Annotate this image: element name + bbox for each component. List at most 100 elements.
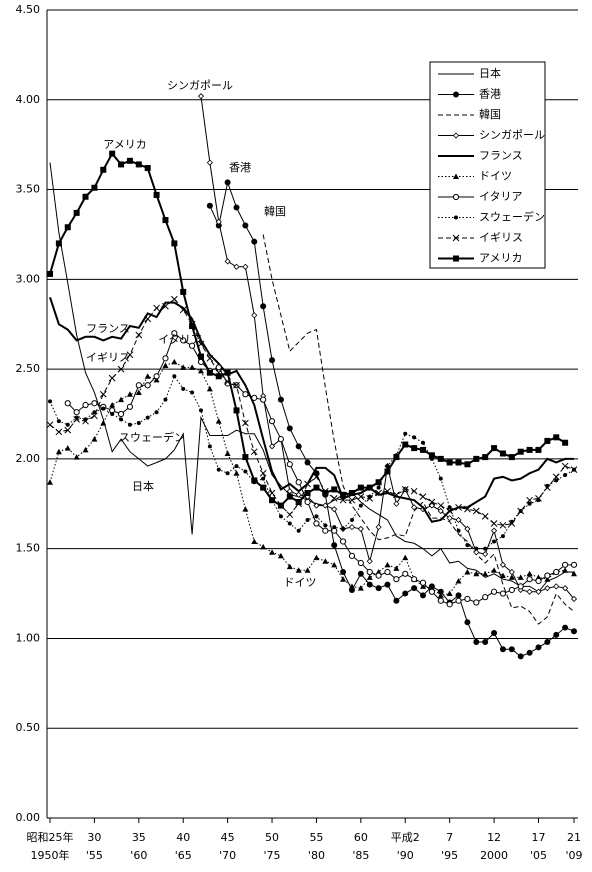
marker	[295, 498, 302, 505]
marker	[331, 542, 338, 549]
marker	[453, 255, 459, 262]
marker	[331, 561, 338, 568]
annotation: イギリス	[86, 351, 130, 364]
marker	[411, 445, 418, 452]
marker	[286, 563, 293, 570]
x-era-label: 40	[176, 831, 190, 844]
marker	[277, 502, 284, 509]
marker	[553, 631, 560, 638]
marker	[526, 446, 533, 453]
marker	[340, 576, 347, 582]
marker	[286, 461, 293, 468]
marker	[109, 150, 116, 157]
marker	[73, 416, 80, 423]
marker	[393, 597, 400, 604]
marker	[181, 386, 186, 391]
x-era-label: 12	[487, 831, 501, 844]
x-tick-label: '95	[441, 849, 458, 862]
marker	[339, 538, 347, 545]
marker	[162, 355, 169, 362]
marker	[446, 601, 453, 608]
marker	[224, 450, 231, 457]
marker	[446, 507, 454, 515]
marker	[108, 374, 116, 382]
marker	[456, 528, 461, 533]
marker	[180, 337, 187, 344]
marker	[144, 373, 151, 379]
marker	[482, 639, 489, 646]
marker	[144, 382, 151, 389]
marker	[491, 630, 498, 637]
marker	[55, 428, 63, 436]
marker	[233, 407, 240, 414]
marker	[490, 520, 498, 527]
marker	[491, 527, 498, 534]
marker	[535, 588, 542, 595]
marker	[473, 549, 480, 556]
marker	[207, 444, 212, 449]
marker	[473, 455, 480, 462]
marker	[437, 588, 444, 595]
marker	[190, 390, 195, 395]
marker	[482, 570, 489, 577]
legend-label: アメリカ	[479, 252, 522, 265]
marker	[277, 552, 284, 559]
y-tick-label: 4.50	[16, 3, 41, 16]
marker	[402, 554, 409, 561]
series-line	[262, 234, 575, 625]
marker	[259, 469, 267, 477]
marker	[517, 586, 524, 594]
marker	[375, 572, 382, 579]
marker	[499, 521, 507, 529]
marker	[91, 400, 98, 407]
marker	[491, 567, 498, 573]
marker	[553, 434, 560, 441]
marker	[349, 517, 354, 522]
x-era-label: 30	[87, 831, 101, 844]
marker	[464, 595, 471, 603]
marker	[313, 484, 320, 491]
marker	[411, 585, 418, 592]
marker	[119, 417, 124, 422]
marker	[455, 597, 462, 604]
marker	[447, 505, 452, 510]
marker	[348, 490, 355, 497]
marker	[535, 577, 542, 585]
x-era-label: 60	[354, 831, 368, 844]
series	[49, 296, 574, 523]
marker	[500, 534, 505, 539]
marker	[366, 495, 374, 502]
marker	[562, 624, 569, 631]
legend-label: スウェーデン	[479, 210, 545, 224]
marker	[215, 364, 222, 371]
marker	[570, 595, 578, 603]
marker	[464, 505, 471, 513]
marker	[366, 574, 373, 580]
marker	[419, 579, 427, 586]
marker	[144, 315, 152, 323]
x-tick-label: '65	[175, 849, 192, 862]
marker	[402, 441, 409, 448]
marker	[126, 403, 134, 410]
marker	[348, 583, 355, 589]
marker	[375, 524, 382, 531]
marker	[313, 502, 320, 509]
marker	[375, 585, 382, 592]
marker	[126, 391, 133, 397]
marker	[47, 479, 53, 485]
annotation: イタリア	[158, 333, 202, 346]
annotation: スウェーデン	[119, 430, 185, 444]
marker	[135, 382, 142, 389]
marker	[295, 567, 302, 573]
marker	[384, 568, 391, 576]
marker	[109, 402, 116, 408]
marker	[82, 417, 89, 425]
marker	[101, 406, 106, 411]
marker	[563, 473, 568, 478]
marker	[242, 419, 249, 427]
marker	[455, 577, 462, 584]
marker	[535, 495, 542, 502]
marker	[428, 588, 435, 595]
marker	[64, 224, 71, 231]
marker	[340, 491, 347, 498]
